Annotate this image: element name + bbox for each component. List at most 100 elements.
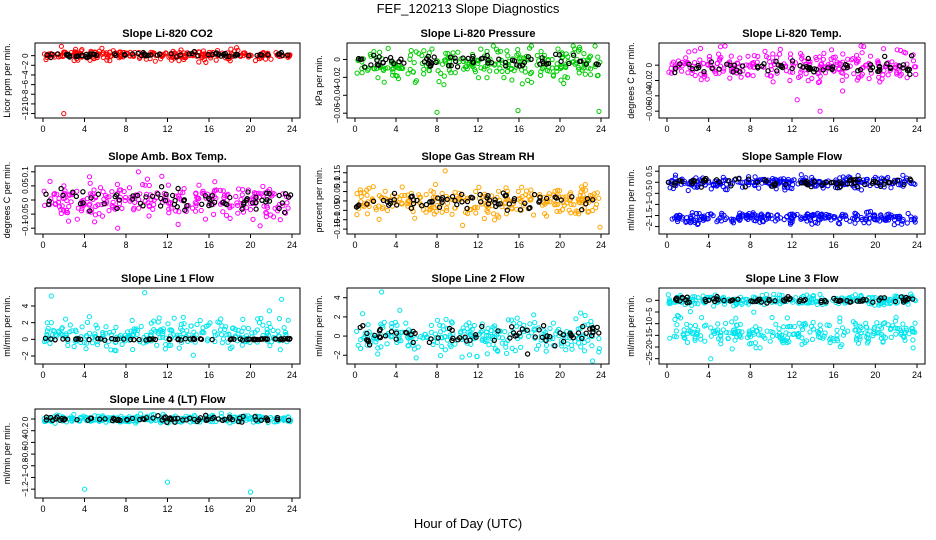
data-point (484, 351, 490, 357)
data-point (697, 45, 704, 52)
data-point (251, 336, 258, 343)
data-point (701, 74, 708, 80)
data-point (202, 193, 209, 199)
data-point (745, 72, 751, 78)
data-point (467, 352, 473, 358)
x-tick-label: 4 (706, 370, 711, 380)
data-point (684, 321, 690, 327)
data-point (92, 331, 98, 337)
data-point (142, 51, 148, 58)
data-point (117, 49, 123, 55)
data-point (528, 56, 534, 63)
data-point (476, 184, 482, 190)
data-point (92, 219, 98, 225)
data-point (898, 330, 905, 336)
data-point (863, 324, 869, 330)
data-point (852, 292, 859, 298)
data-point (356, 202, 362, 208)
data-point (789, 58, 796, 64)
y-axis-label: degrees C per min. (2, 162, 12, 239)
data-point (226, 53, 232, 59)
data-point (681, 334, 687, 341)
data-point (529, 69, 535, 75)
data-point (144, 176, 150, 182)
data-point (211, 211, 217, 217)
data-point (761, 61, 767, 67)
data-point (440, 323, 446, 329)
data-point (764, 300, 770, 306)
outlier-point (434, 109, 440, 115)
data-point (233, 193, 239, 200)
data-point (762, 215, 768, 221)
data-point (198, 336, 205, 342)
data-point (666, 300, 672, 307)
data-point (765, 212, 771, 218)
data-point (805, 78, 811, 84)
data-point (171, 315, 177, 321)
data-point (862, 181, 868, 188)
data-point (391, 190, 398, 197)
data-point (571, 202, 577, 208)
data-point (777, 46, 783, 53)
data-point (871, 330, 877, 337)
data-point (407, 66, 413, 73)
data-point (382, 188, 388, 194)
data-point (525, 57, 532, 63)
data-point (171, 416, 178, 422)
data-point (403, 330, 410, 336)
data-point (796, 333, 802, 339)
x-tick-label: 12 (787, 370, 797, 380)
data-point (286, 414, 292, 420)
y-tick-label: −0.1 (21, 220, 30, 236)
data-point (820, 56, 827, 62)
data-point (718, 330, 724, 336)
data-point (866, 76, 872, 82)
x-tick-label: 16 (829, 240, 839, 250)
data-point (857, 298, 863, 304)
data-point (156, 315, 162, 321)
y-tick-label: 0.5 (645, 165, 654, 177)
data-point (202, 216, 209, 222)
chart-line1-flow: Slope Line 1 Flow ml/min per min. 0 4 8 12 16 2… (2, 273, 301, 380)
data-point (100, 50, 106, 56)
data-point (881, 46, 887, 52)
data-point (774, 332, 781, 339)
data-point (368, 62, 374, 68)
data-point (92, 212, 99, 218)
chart-gas-stream-rh: Slope Gas Stream RH percent per min. 0 4 8 12… (314, 151, 610, 250)
data-point (285, 317, 291, 323)
data-point (283, 331, 289, 337)
data-point (440, 61, 446, 67)
y-tick-label: −0.2 (21, 422, 30, 438)
data-point (117, 194, 123, 200)
data-point (893, 331, 899, 337)
data-point (270, 327, 276, 334)
data-point (706, 53, 713, 60)
data-point (845, 328, 851, 334)
data-point (267, 343, 273, 349)
data-point (380, 60, 386, 66)
y-tick-label: 0 (333, 198, 342, 203)
data-point (188, 323, 194, 329)
data-point (459, 354, 465, 360)
data-point (564, 75, 571, 81)
data-point (187, 336, 193, 342)
data-point (895, 220, 901, 226)
data-point (587, 197, 593, 203)
outlier-point (81, 486, 88, 492)
series-slope (41, 290, 291, 358)
data-point (416, 192, 422, 198)
data-point (410, 339, 416, 346)
data-point (175, 221, 181, 227)
data-point (672, 63, 678, 69)
data-point (697, 57, 703, 63)
data-point (276, 192, 282, 199)
data-point (384, 341, 390, 347)
data-point (669, 216, 675, 222)
data-point (89, 340, 96, 346)
data-point (715, 299, 721, 305)
data-point (278, 336, 284, 342)
data-point (729, 319, 735, 325)
data-point (421, 59, 428, 65)
x-tick-label: 20 (245, 124, 255, 134)
